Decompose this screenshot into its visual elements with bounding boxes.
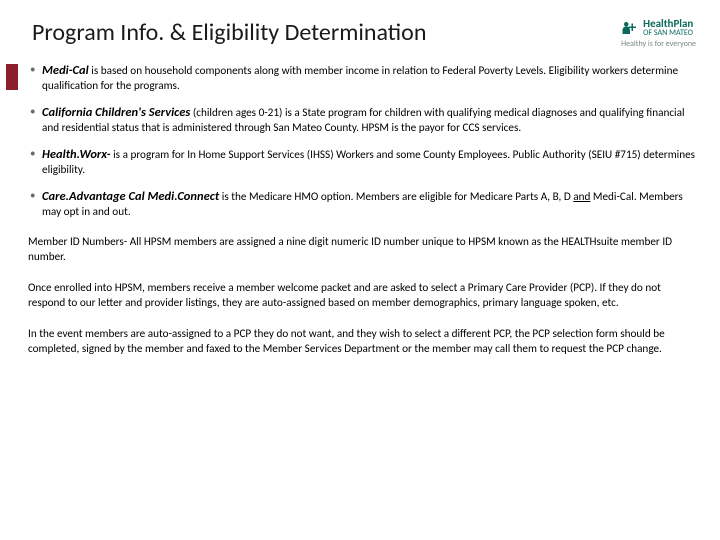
program-list: Medi-Cal is based on household component… (28, 63, 696, 221)
logo-main: HealthPlan OF SAN MATEO (621, 18, 696, 38)
logo-block: HealthPlan OF SAN MATEO Healthy is for e… (621, 18, 696, 49)
body-paragraph: In the event members are auto-assigned t… (28, 327, 696, 357)
body-paragraph: Member ID Numbers- All HPSM members are … (28, 235, 696, 265)
logo-text-wrap: HealthPlan OF SAN MATEO (643, 18, 693, 38)
program-desc: is based on household components along w… (42, 64, 678, 94)
program-desc: is a program for In Home Support Service… (42, 148, 695, 178)
program-name: Care.Advantage Cal Medi.Connect (42, 189, 219, 204)
logo-tagline: Healthy is for everyone (621, 40, 696, 49)
accent-bar (6, 64, 18, 90)
program-desc-pre: is the Medicare HMO option. Members are … (219, 190, 573, 204)
body-paragraph: Once enrolled into HPSM, members receive… (28, 281, 696, 311)
slide-header: Program Info. & Eligibility Determinatio… (28, 18, 696, 49)
list-item: Care.Advantage Cal Medi.Connect is the M… (28, 189, 696, 221)
list-item: Health.Worx- is a program for In Home Su… (28, 147, 696, 179)
list-item: Medi-Cal is based on household component… (28, 63, 696, 95)
program-name: Medi-Cal (42, 63, 89, 78)
logo-line2: OF SAN MATEO (643, 29, 693, 38)
program-desc-underlined: and (573, 190, 590, 204)
program-name: California Children's Services (42, 105, 190, 120)
page-title: Program Info. & Eligibility Determinatio… (28, 18, 426, 47)
health-plan-logo-icon (621, 19, 639, 37)
slide-content: Medi-Cal is based on household component… (28, 63, 696, 358)
list-item: California Children's Services (children… (28, 105, 696, 137)
program-name: Health.Worx- (42, 147, 111, 162)
